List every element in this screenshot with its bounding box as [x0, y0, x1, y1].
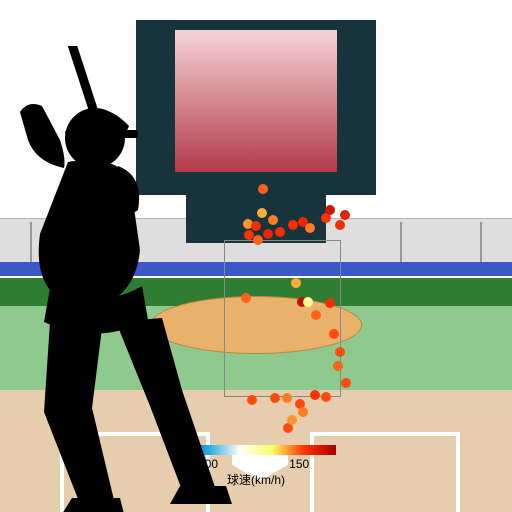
batter-silhouette — [0, 46, 240, 512]
pitch-location-diagram: 100150 球速(km/h) — [0, 0, 512, 512]
pitch-dot — [335, 347, 345, 357]
pitch-dot — [335, 220, 345, 230]
pitch-dot — [257, 208, 267, 218]
colorbar-tick: 150 — [289, 457, 309, 471]
pitch-dot — [247, 395, 257, 405]
pitch-dot — [321, 392, 331, 402]
pitch-dot — [305, 223, 315, 233]
pitch-dot — [325, 205, 335, 215]
strike-zone — [224, 240, 341, 397]
pitch-dot — [251, 221, 261, 231]
pitch-dot — [287, 415, 297, 425]
pitch-dot — [311, 310, 321, 320]
pitch-dot — [325, 298, 335, 308]
pitch-dot — [291, 278, 301, 288]
batter-box-line — [310, 432, 460, 436]
pitch-dot — [241, 293, 251, 303]
pitch-dot — [340, 210, 350, 220]
pitch-dot — [329, 329, 339, 339]
pitch-dot — [282, 393, 292, 403]
pitch-dot — [275, 227, 285, 237]
pitch-dot — [288, 220, 298, 230]
pitch-dot — [303, 297, 313, 307]
batter-box-line — [310, 432, 314, 512]
pitch-dot — [341, 378, 351, 388]
batter-box-line — [456, 432, 460, 512]
pitch-dot — [310, 390, 320, 400]
pitch-dot — [253, 235, 263, 245]
pitch-dot — [258, 184, 268, 194]
pitch-dot — [263, 229, 273, 239]
pitch-dot — [270, 393, 280, 403]
pitch-dot — [333, 361, 343, 371]
pitch-dot — [298, 407, 308, 417]
pitch-dot — [268, 215, 278, 225]
